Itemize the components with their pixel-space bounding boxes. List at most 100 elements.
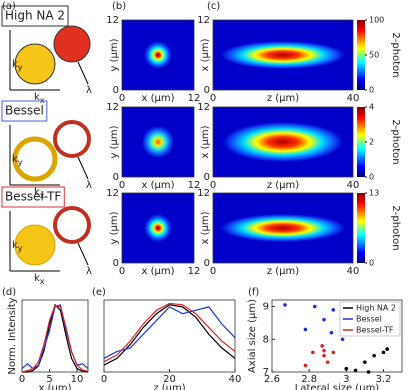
- k: k: [12, 59, 18, 70]
- colorbar-label: 2-photon: [390, 32, 401, 77]
- line: [21, 304, 89, 373]
- legend-label: High NA 2: [356, 304, 396, 313]
- y-tick-label: 12: [197, 15, 210, 26]
- frame: [121, 19, 195, 91]
- y-tick-label: 7: [263, 367, 269, 378]
- point: [340, 337, 345, 342]
- y-tick-label: 9: [263, 302, 269, 313]
- colorbar-tick-label: 13: [369, 189, 379, 198]
- k-label: ky: [12, 154, 23, 167]
- y-label: x (μm): [200, 211, 211, 244]
- colorbar: [357, 20, 365, 90]
- y-label: Norm. Intensity: [7, 297, 18, 374]
- x-tick-label: 0: [101, 374, 107, 385]
- sub: x: [40, 191, 45, 200]
- lambda: λ: [86, 180, 92, 191]
- k-label: ky: [12, 240, 23, 253]
- x-tick-label: 5: [46, 374, 52, 385]
- y-label: y (μm): [109, 38, 120, 71]
- panel-label: (f): [248, 287, 259, 298]
- lambda-line: [77, 61, 89, 85]
- x-tick-label: 12: [188, 180, 201, 191]
- x-tick-label: 0: [119, 266, 125, 277]
- colorbar-tick-label: 0: [369, 173, 374, 182]
- sub: y: [18, 63, 23, 72]
- k: k: [34, 92, 40, 103]
- pupil: [14, 224, 56, 266]
- heatmap-spot: [144, 214, 172, 242]
- x-tick-label: 40: [347, 93, 360, 104]
- y-tick-label: 0: [113, 85, 119, 96]
- y-tick-label: 0: [113, 258, 119, 269]
- frame: [121, 192, 195, 264]
- line: [22, 303, 89, 373]
- y-label: Axial size (μm): [247, 299, 258, 373]
- y-tick-label: 12: [197, 102, 210, 113]
- x-tick-label: 2.8: [301, 374, 317, 385]
- line: [103, 302, 236, 363]
- colorbar-tick-label: 2: [369, 138, 374, 147]
- sub: x: [40, 277, 45, 286]
- y-tick-label: 0: [204, 172, 210, 183]
- x-label: x (μm): [38, 383, 71, 390]
- plot-frame: [271, 299, 403, 373]
- x-label: z (μm): [153, 383, 185, 390]
- x-tick-label: 12: [188, 93, 201, 104]
- point: [331, 308, 336, 312]
- x-tick-label: 40: [347, 180, 360, 191]
- line: [103, 306, 236, 359]
- row-title: High NA 2: [5, 9, 65, 23]
- point: [283, 303, 287, 307]
- frame: [212, 19, 354, 91]
- y-label: x (μm): [200, 38, 211, 71]
- point: [385, 347, 389, 351]
- point: [312, 304, 317, 309]
- point: [372, 353, 376, 358]
- line: [21, 303, 89, 370]
- point: [325, 360, 330, 364]
- panel-label: (c): [207, 1, 220, 12]
- k: k: [34, 187, 40, 198]
- point: [344, 366, 349, 371]
- point: [329, 330, 334, 335]
- k-label: kx: [34, 273, 45, 286]
- x-tick-label: 3: [343, 374, 349, 385]
- colorbar-tick-label: 0: [369, 259, 374, 268]
- x-label: z (μm): [267, 180, 299, 191]
- colorbar: [357, 107, 365, 177]
- y-label: y (μm): [109, 125, 120, 158]
- heatmap-spot: [142, 126, 174, 158]
- x-label: x (μm): [141, 93, 174, 104]
- y-tick-label: 0: [204, 85, 210, 96]
- title-box: [1, 100, 48, 122]
- x-tick-label: 12: [188, 266, 201, 277]
- x-tick-label: 0: [210, 93, 216, 104]
- title-box: [1, 5, 69, 27]
- panel-label: (d): [2, 287, 16, 298]
- x-tick-label: 10: [71, 374, 84, 385]
- point: [322, 317, 326, 322]
- lambda-line: [77, 156, 89, 180]
- x-tick-label: 3.2: [375, 374, 391, 385]
- point: [303, 363, 308, 368]
- y-tick-label: 0: [113, 172, 119, 183]
- x-tick-label: 2.6: [264, 374, 280, 385]
- colorbar-tick-label: 100: [369, 16, 384, 25]
- x-tick-label: 0: [210, 266, 216, 277]
- lambda-line: [77, 242, 89, 266]
- x-label: x (μm): [141, 266, 174, 277]
- heatmap-spot: [223, 122, 343, 162]
- x-label: z (μm): [267, 93, 299, 104]
- title-box: [1, 186, 65, 208]
- frame: [121, 106, 195, 178]
- plot-frame: [21, 299, 89, 373]
- point: [331, 350, 336, 355]
- plot-frame: [103, 299, 236, 373]
- point: [322, 353, 326, 358]
- y-tick-label: 12: [106, 15, 119, 26]
- y-tick-label: 0: [204, 258, 210, 269]
- pupil: [53, 206, 91, 244]
- lambda: λ: [86, 266, 92, 277]
- y-tick-label: 8: [263, 334, 269, 345]
